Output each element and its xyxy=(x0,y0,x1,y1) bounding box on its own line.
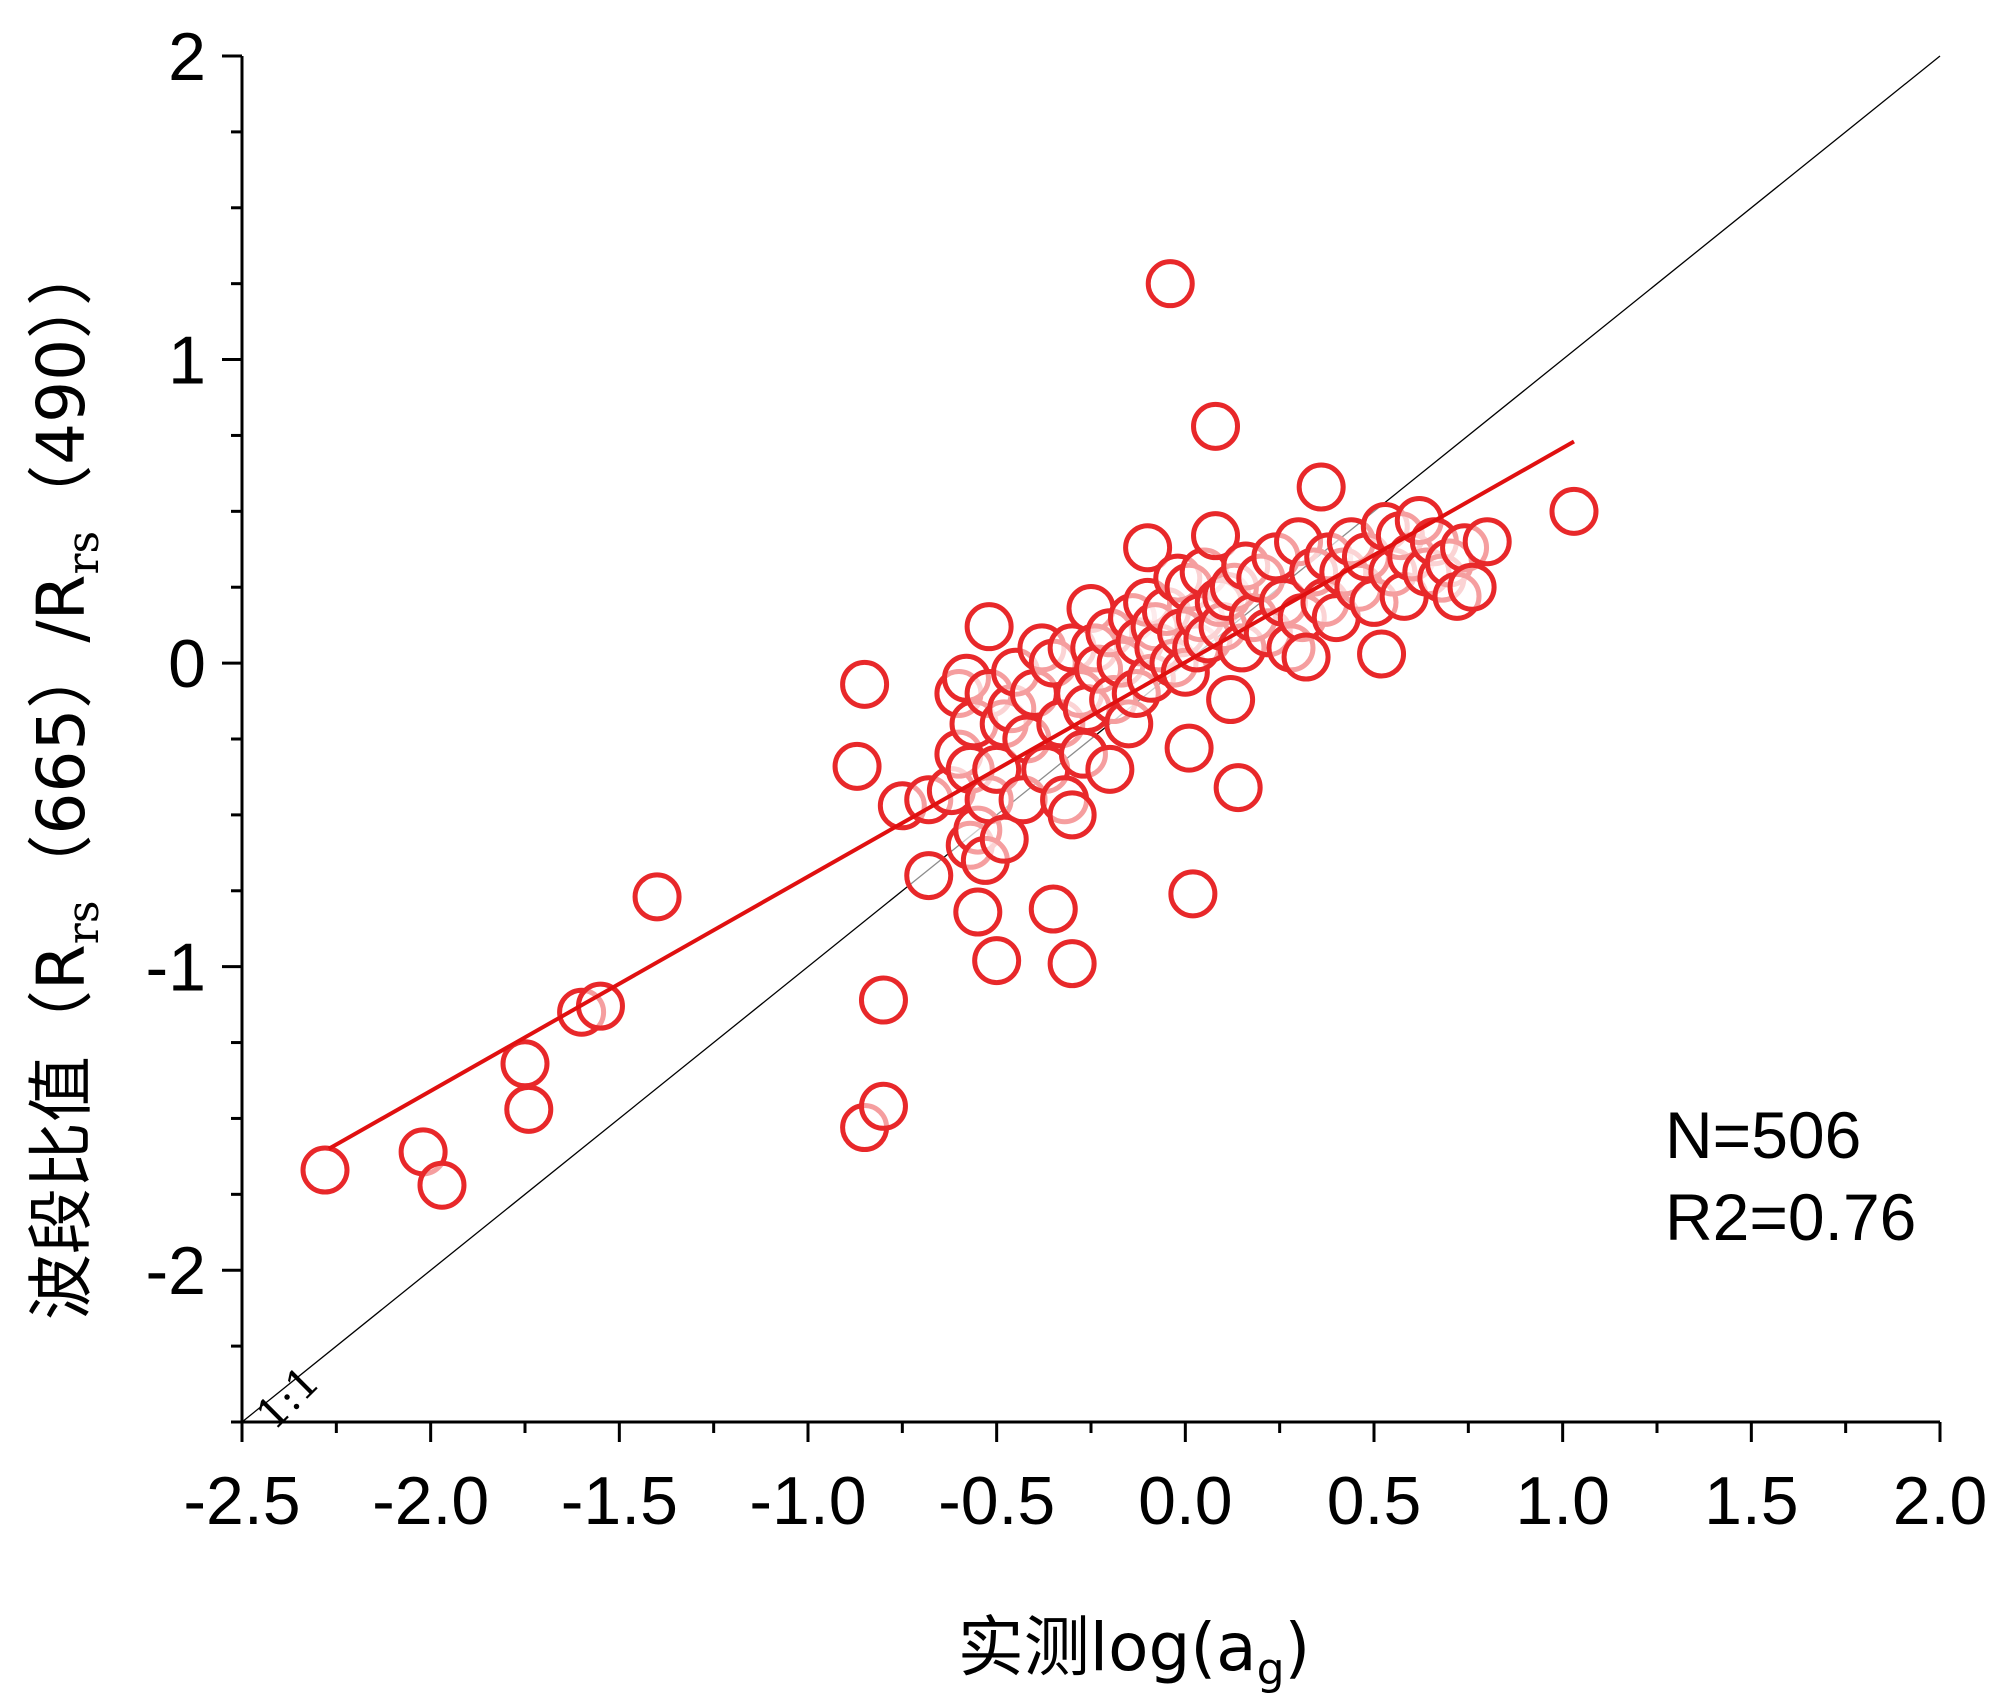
y-axis-title-middle: （665）/R xyxy=(23,575,100,901)
x-axis-title-suffix: ) xyxy=(1285,1609,1311,1686)
y-tick-label: -1 xyxy=(146,930,206,1006)
x-tick-label: -2.5 xyxy=(183,1463,300,1539)
data-point xyxy=(1047,790,1097,840)
data-point xyxy=(1085,744,1135,794)
y-axis-title-subscript-2: rs xyxy=(58,531,109,575)
data-point xyxy=(300,1145,350,1195)
data-point xyxy=(972,936,1022,986)
data-point xyxy=(904,851,954,901)
points-layer xyxy=(300,259,1599,1210)
y-axis-title-text: 波段比值（R xyxy=(23,944,100,1320)
x-tick-label: 2.0 xyxy=(1893,1463,1988,1539)
x-tick-label: -2.0 xyxy=(372,1463,489,1539)
data-point xyxy=(1206,675,1256,725)
data-point xyxy=(1191,401,1241,451)
data-point xyxy=(1447,562,1497,612)
r-squared-label: R2=0.76 xyxy=(1665,1180,1916,1254)
fit-line xyxy=(327,439,1575,1151)
data-point xyxy=(1296,462,1346,512)
y-tick-label: 2 xyxy=(168,19,206,95)
data-point xyxy=(979,814,1029,864)
data-point xyxy=(1191,511,1241,561)
x-tick-label: -0.5 xyxy=(938,1463,1055,1539)
sample-count-label: N=506 xyxy=(1665,1098,1861,1172)
data-point xyxy=(832,741,882,791)
data-point xyxy=(504,1084,554,1134)
data-point xyxy=(1462,517,1512,567)
y-axis-title-subscript-1: rs xyxy=(58,901,109,945)
y-axis-title: 波段比值（Rrs（665）/Rrs（490）） xyxy=(23,240,109,1320)
data-point xyxy=(964,602,1014,652)
y-tick-label: 0 xyxy=(168,626,206,702)
data-point xyxy=(1047,939,1097,989)
x-tick-label: 0.5 xyxy=(1327,1463,1422,1539)
reference-line-label: 1:1 xyxy=(247,1357,329,1439)
x-tick-label: 0.0 xyxy=(1138,1463,1233,1539)
data-point xyxy=(1145,259,1195,309)
data-point xyxy=(1168,869,1218,919)
data-point xyxy=(858,975,908,1025)
data-point xyxy=(575,981,625,1031)
axes-layer: -2.5 -2.0 -1.5 -1.0 -0.5 0.0 0.5 1.0 1.5 2.0 -2 -1 0… xyxy=(146,19,1988,1539)
x-axis-title-text: 实测log(a xyxy=(958,1609,1257,1686)
y-tick-label: -2 xyxy=(146,1233,206,1309)
x-tick-label: -1.5 xyxy=(561,1463,678,1539)
x-tick-label: 1.0 xyxy=(1515,1463,1610,1539)
y-axis-title-suffix: （490）） xyxy=(23,240,100,531)
x-axis-title: 实测log(ag) xyxy=(958,1609,1311,1695)
data-point xyxy=(1164,723,1214,773)
y-tick-label: 1 xyxy=(168,323,206,399)
data-point xyxy=(1281,632,1331,682)
data-point xyxy=(1028,884,1078,934)
x-axis-title-subscript: g xyxy=(1257,1644,1285,1695)
x-tick-label: -1.0 xyxy=(749,1463,866,1539)
data-point xyxy=(953,887,1003,937)
x-tick-label: 1.5 xyxy=(1704,1463,1799,1539)
data-point xyxy=(1123,523,1173,573)
data-point xyxy=(1357,629,1407,679)
data-point xyxy=(1549,486,1599,536)
data-point xyxy=(417,1160,467,1210)
data-point xyxy=(632,872,682,922)
fit-layer xyxy=(327,439,1575,1151)
data-point xyxy=(500,1039,550,1089)
data-point xyxy=(858,1081,908,1131)
data-point xyxy=(840,659,890,709)
data-point xyxy=(1213,763,1263,813)
